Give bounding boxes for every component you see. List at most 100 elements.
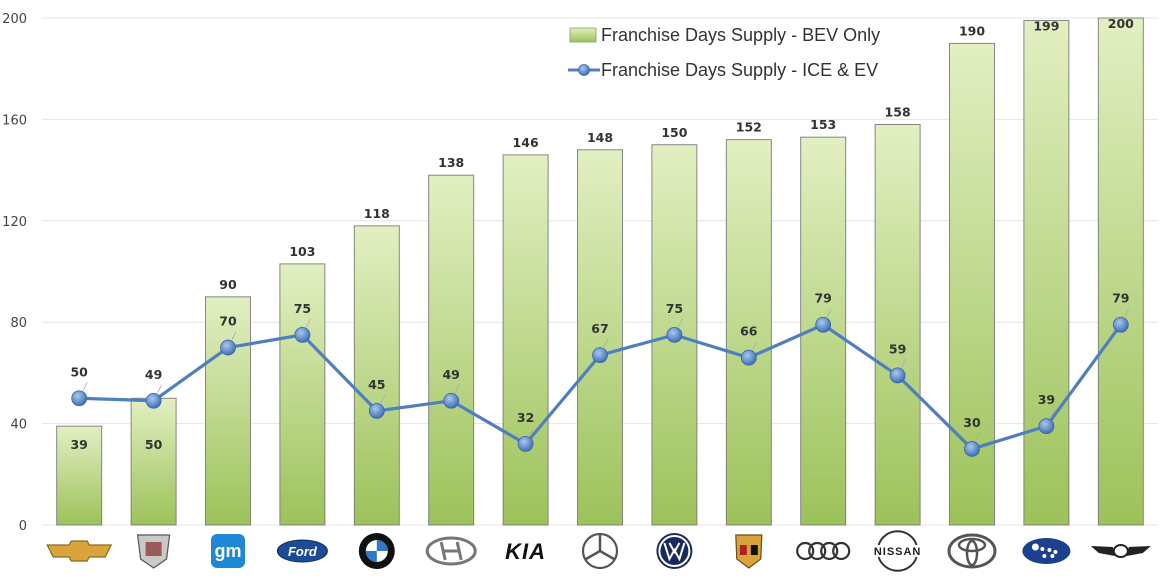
volkswagen-logo-icon	[656, 533, 693, 569]
line-point	[964, 441, 980, 457]
bar	[279, 263, 326, 526]
bar-value-label: 153	[810, 117, 836, 132]
line-value-label: 75	[666, 301, 683, 316]
porsche-logo-icon	[735, 534, 763, 569]
bmw-logo-icon	[358, 533, 395, 569]
line-point	[889, 367, 906, 384]
line-value-label: 79	[814, 291, 831, 306]
line-value-label: 67	[591, 321, 608, 336]
line-point	[368, 403, 385, 419]
chevrolet-logo-icon	[46, 540, 113, 562]
label-leader	[901, 359, 906, 368]
legend-line-label: Franchise Days Supply - ICE & EV	[601, 60, 878, 80]
bar	[1023, 20, 1070, 526]
audi-logo-icon	[796, 541, 851, 561]
line-point	[592, 347, 608, 364]
y-tick-label: 120	[2, 215, 27, 230]
bar-value-label: 158	[885, 104, 911, 119]
line-value-label: 79	[1112, 291, 1129, 306]
bar	[874, 124, 921, 526]
line-series	[71, 308, 1130, 457]
bar	[56, 425, 103, 526]
line-point	[666, 326, 683, 343]
label-leader	[454, 384, 460, 393]
label-leader	[678, 318, 683, 328]
bar-value-label: 190	[959, 23, 985, 38]
label-leader	[157, 384, 162, 393]
data-labels: 39 50 90 103 118 138 146 148 150 152 153 158 190 199 2…	[70, 16, 1134, 452]
toyota-logo-icon	[947, 533, 997, 569]
line-value-label: 32	[517, 410, 534, 425]
bar-value-label: 146	[513, 135, 539, 150]
bar	[130, 397, 177, 526]
y-tick-label: 0	[19, 519, 27, 534]
line-value-label: 45	[368, 377, 385, 392]
label-leader	[380, 394, 386, 404]
bar-value-label: 152	[736, 120, 762, 135]
svg-text:KIA: KIA	[505, 539, 546, 564]
bar-value-label: 199	[1033, 19, 1059, 34]
label-leader	[752, 341, 758, 350]
bar-value-label: 148	[587, 130, 613, 145]
line-point	[145, 392, 162, 409]
line-value-label: 66	[740, 324, 758, 339]
bar	[205, 296, 251, 526]
line-point	[815, 316, 832, 333]
line-point	[1112, 316, 1129, 333]
bar-value-label: 50	[145, 437, 163, 452]
bar-value-label: 150	[661, 125, 687, 140]
legend-bar-label: Franchise Days Supply - BEV Only	[601, 25, 880, 45]
nissan-logo-icon: NISSAN	[874, 530, 922, 572]
legend-bar-swatch	[569, 27, 597, 43]
line-value-label: 59	[889, 341, 906, 356]
line-value-label: 30	[963, 415, 981, 430]
gm-logo-icon: gm	[211, 534, 245, 568]
bar-series	[56, 17, 1144, 526]
label-leader	[1050, 409, 1055, 419]
line-value-label: 75	[294, 301, 311, 316]
svg-text:NISSAN: NISSAN	[874, 546, 922, 558]
svg-text:Ford: Ford	[288, 544, 318, 559]
line-point	[1038, 418, 1055, 435]
y-tick-label: 80	[10, 316, 27, 331]
line-point	[443, 392, 460, 409]
hyundai-logo-icon	[425, 536, 477, 566]
label-leader	[1124, 308, 1130, 317]
mercedes-logo-icon	[581, 532, 619, 570]
label-leader	[826, 308, 832, 317]
legend-line-marker	[578, 64, 590, 76]
bar-value-label: 118	[364, 206, 390, 221]
y-axis: 0 40 80 120 160 200	[2, 12, 27, 534]
brand-logos: gm Ford KIA NISSAN	[46, 530, 1151, 572]
y-tick-label: 200	[2, 12, 27, 27]
line-point	[517, 435, 534, 452]
label-leader	[975, 432, 981, 442]
bar-value-label: 138	[438, 155, 464, 170]
bar-value-label: 200	[1108, 16, 1134, 31]
y-tick-label: 40	[10, 418, 27, 433]
label-leader	[82, 382, 88, 391]
bar-value-label: 39	[70, 437, 87, 452]
line-point	[220, 339, 236, 356]
y-tick-label: 160	[2, 113, 27, 128]
label-leader	[529, 427, 534, 437]
bar-value-label: 103	[289, 244, 315, 259]
kia-logo-icon: KIA	[505, 539, 546, 564]
ford-logo-icon: Ford	[276, 539, 328, 563]
bar	[1097, 17, 1144, 526]
line-value-label: 50	[70, 364, 88, 379]
svg-text:gm: gm	[215, 541, 242, 561]
bar-value-label: 90	[219, 277, 237, 292]
label-leader	[603, 338, 609, 348]
bar	[502, 154, 549, 526]
line-value-label: 49	[145, 367, 162, 382]
bar	[577, 149, 623, 526]
line-value-label: 39	[1038, 392, 1055, 407]
bar	[353, 225, 400, 526]
cadillac-logo-icon	[136, 534, 171, 569]
label-leader	[306, 318, 311, 328]
bar	[725, 139, 772, 526]
bar	[428, 174, 475, 526]
label-leader	[231, 331, 237, 340]
